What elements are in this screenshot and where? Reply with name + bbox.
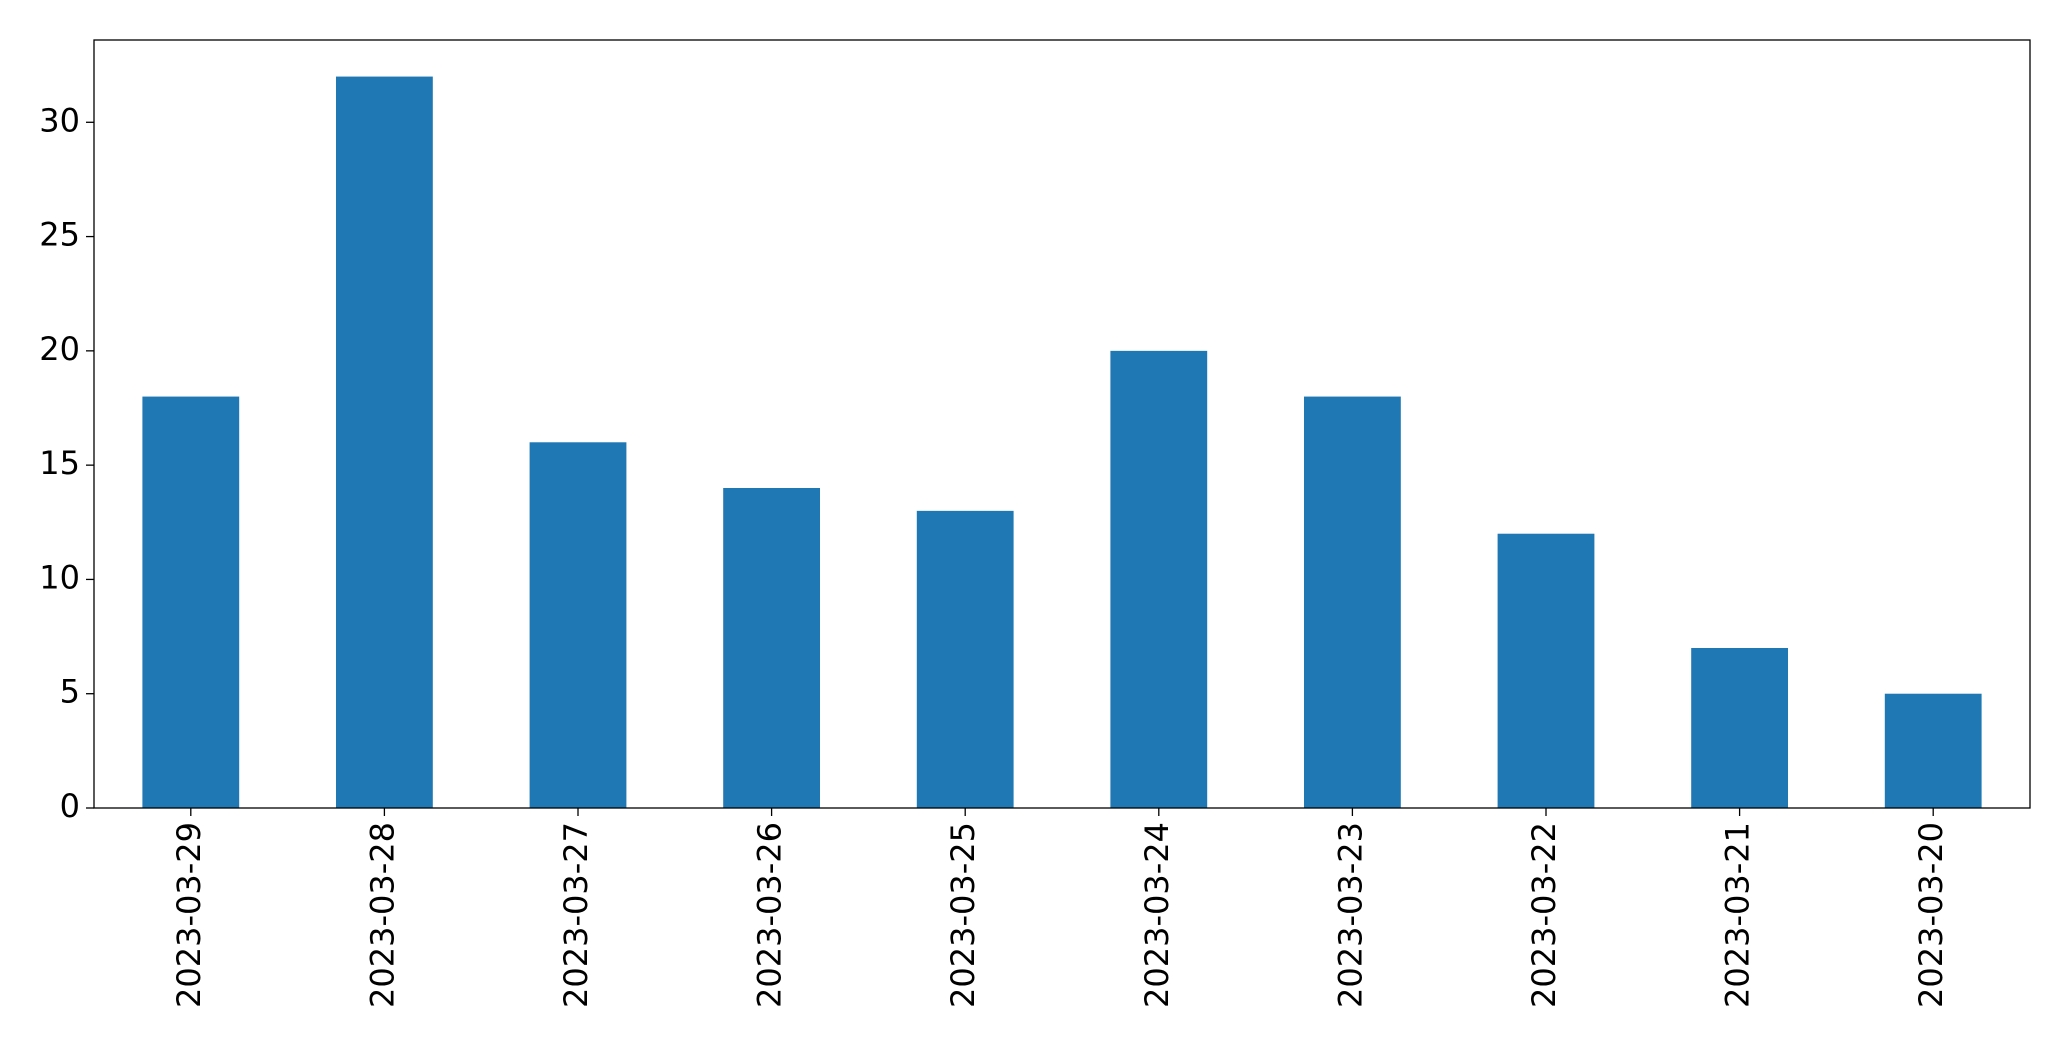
x-tick-label: 2023-03-27 xyxy=(557,822,595,1008)
bar xyxy=(529,442,627,808)
bar xyxy=(1691,648,1788,808)
bar xyxy=(142,396,240,808)
x-tick-label: 2023-03-29 xyxy=(170,822,208,1008)
x-tick-label: 2023-03-26 xyxy=(751,822,789,1008)
bar xyxy=(1497,533,1595,808)
bar xyxy=(916,510,1014,808)
y-tick-label: 0 xyxy=(60,787,80,825)
y-tick-label: 30 xyxy=(39,101,80,139)
y-tick-label: 5 xyxy=(60,673,80,711)
x-tick-label: 2023-03-25 xyxy=(944,822,982,1008)
x-tick-label: 2023-03-20 xyxy=(1912,822,1950,1008)
plot-frame xyxy=(93,39,2031,809)
x-tick-label: 2023-03-21 xyxy=(1719,822,1757,1008)
y-tick-label: 10 xyxy=(39,558,80,596)
bar xyxy=(336,76,433,809)
y-tick-label: 20 xyxy=(39,330,80,368)
x-tick-label: 2023-03-22 xyxy=(1525,822,1563,1008)
y-tick-label: 25 xyxy=(39,216,80,254)
bar xyxy=(723,488,820,808)
bar xyxy=(1304,396,1401,808)
bar xyxy=(1884,693,1982,808)
x-tick-label: 2023-03-24 xyxy=(1138,822,1176,1008)
y-tick-label: 15 xyxy=(39,444,80,482)
bar xyxy=(1110,350,1208,808)
x-tick-label: 2023-03-28 xyxy=(363,822,401,1008)
x-tick-label: 2023-03-23 xyxy=(1331,822,1369,1008)
